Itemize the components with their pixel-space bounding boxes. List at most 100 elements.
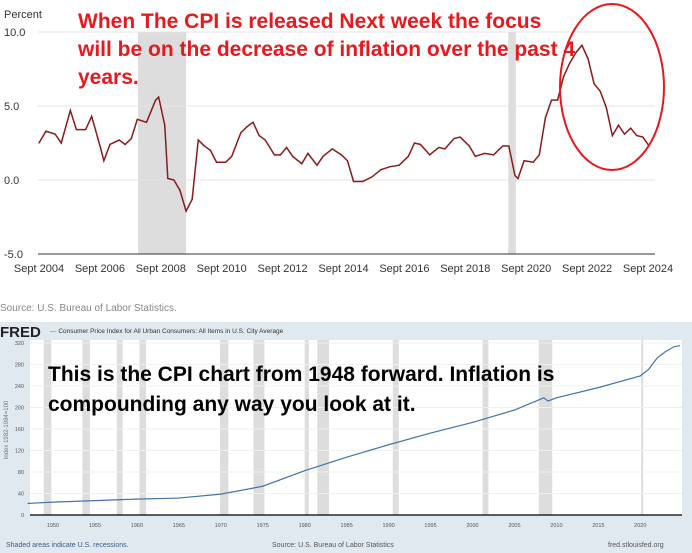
x-tick-label: 1970 (215, 523, 227, 529)
data-point (581, 44, 583, 46)
data-point (100, 148, 102, 150)
recession-band (641, 340, 644, 515)
recession-band (253, 340, 265, 515)
data-point (164, 124, 166, 126)
data-point (597, 387, 599, 389)
data-point (413, 142, 416, 144)
data-point (84, 129, 87, 131)
data-point (54, 133, 56, 135)
x-tick-label: 1985 (341, 523, 353, 529)
data-point (285, 146, 288, 149)
data-point (508, 145, 510, 147)
data-point (215, 161, 218, 163)
data-point (362, 180, 364, 183)
x-tick-label: 2020 (634, 523, 646, 529)
data-point (430, 432, 432, 434)
data-point (60, 142, 62, 144)
inflation-rate-chart: 10.0 5.0 0.0 -5.0 Percent Sept 2004 Sept 2006 S… (4, 3, 673, 275)
data-point (556, 99, 559, 101)
recession-band (317, 340, 330, 515)
data-point (605, 106, 607, 109)
data-point (642, 136, 644, 138)
data-point (407, 155, 409, 157)
y-tick-label: -5.0 (4, 249, 23, 261)
y-tick-label: 200 (15, 406, 24, 412)
top-annotation: When The CPI is released Next week the f… (78, 10, 576, 89)
data-point (587, 58, 589, 60)
y-tick-label: 0.0 (4, 175, 19, 187)
data-point (136, 118, 138, 120)
data-point (322, 155, 324, 157)
fred-logo: FRED (0, 324, 41, 341)
x-tick-label: 2005 (508, 523, 520, 529)
recession-band (538, 340, 553, 515)
data-point (673, 346, 675, 348)
recession-band (392, 340, 399, 515)
x-tick-label: Sept 2008 (136, 263, 186, 275)
y-tick-label: 320 (15, 341, 24, 347)
data-point (388, 444, 390, 446)
data-point (316, 164, 318, 166)
data-point (483, 152, 486, 154)
data-point (419, 143, 422, 146)
x-tick-label: Sept 2020 (501, 263, 551, 275)
data-point (225, 161, 227, 163)
data-point (203, 145, 205, 147)
plot-area (30, 340, 682, 515)
data-point (279, 154, 282, 156)
recession-band (219, 340, 229, 515)
recession-band (304, 340, 309, 515)
data-point (38, 142, 40, 144)
data-point (231, 155, 233, 157)
data-point (94, 500, 96, 502)
data-point (258, 135, 260, 137)
recession-band (43, 340, 52, 515)
x-tick-label: 1990 (382, 523, 394, 529)
bottom-annotation: This is the CPI chart from 1948 forward.… (48, 363, 555, 416)
data-point (493, 154, 495, 156)
data-point (468, 145, 470, 147)
x-tick-label: Sept 2016 (379, 263, 429, 275)
y-tick-label: 5.0 (4, 101, 19, 113)
x-tick-label: 1980 (299, 523, 311, 529)
data-point (389, 166, 391, 168)
data-point (679, 345, 681, 347)
data-point (544, 117, 546, 119)
data-point (438, 146, 440, 149)
x-tick-label: 1975 (257, 523, 269, 529)
x-tick-label: Sept 2012 (258, 263, 308, 275)
data-point (240, 132, 242, 134)
data-point (444, 148, 446, 150)
recession-band (139, 340, 147, 515)
data-point (517, 177, 519, 180)
data-point (555, 397, 557, 399)
data-point (636, 135, 638, 137)
data-point (179, 189, 181, 191)
data-point (264, 139, 266, 141)
y-axis-label: Percent (4, 9, 42, 21)
data-point (664, 351, 666, 353)
recession-band (508, 32, 516, 254)
y-tick-label: 280 (15, 363, 24, 369)
x-tick-label: Sept 2006 (75, 263, 125, 275)
x-tick-label: 1960 (131, 523, 143, 529)
data-point (639, 375, 641, 377)
data-point (459, 136, 461, 138)
data-point (453, 137, 455, 140)
data-point (623, 133, 626, 135)
data-point (124, 143, 126, 146)
data-point (191, 198, 193, 200)
data-point (593, 83, 595, 85)
data-point (130, 137, 132, 140)
data-point (197, 139, 199, 141)
data-point (611, 135, 613, 137)
data-point (538, 154, 540, 156)
data-point (262, 485, 264, 487)
x-tick-label: Sept 2004 (14, 263, 64, 275)
data-point (648, 368, 650, 370)
data-point (472, 421, 473, 423)
data-point (523, 160, 525, 162)
data-point (109, 143, 111, 146)
fred-link[interactable]: fred.stlouisfed.org (608, 542, 664, 549)
legend-series: — Consumer Price Index for All Urban Con… (50, 328, 284, 335)
